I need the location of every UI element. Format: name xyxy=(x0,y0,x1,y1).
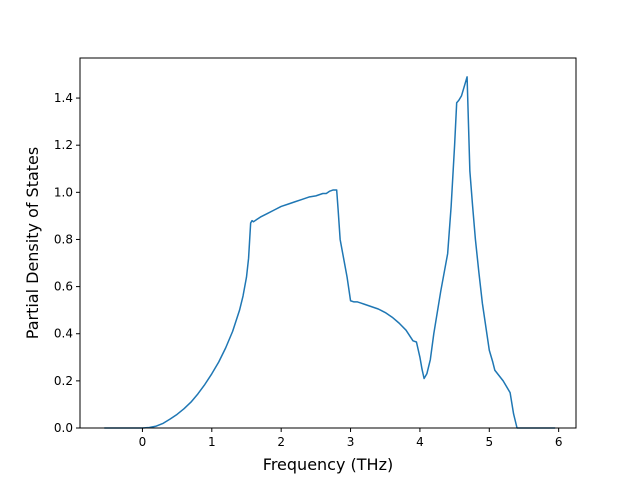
x-tick-label: 6 xyxy=(555,435,563,449)
x-tick-label: 3 xyxy=(347,435,355,449)
x-tick-label: 4 xyxy=(416,435,424,449)
y-axis-title: Partial Density of States xyxy=(23,147,42,339)
y-tick-label: 1.4 xyxy=(54,91,73,105)
y-tick-label: 0.4 xyxy=(54,327,73,341)
x-tick-label: 5 xyxy=(485,435,493,449)
series-layer xyxy=(104,76,556,429)
y-tick-label: 1.0 xyxy=(54,185,73,199)
plot-frame xyxy=(79,57,577,429)
x-tick-label: 0 xyxy=(139,435,147,449)
y-tick-label: 0.2 xyxy=(54,374,73,388)
y-tick-label: 1.2 xyxy=(54,138,73,152)
x-tick-label: 2 xyxy=(277,435,285,449)
series-line-0 xyxy=(104,76,556,429)
y-tick-label: 0.0 xyxy=(54,421,73,435)
y-tick-label: 0.8 xyxy=(54,232,73,246)
x-axis-title: Frequency (THz) xyxy=(263,455,393,474)
ticks-layer: 0 1 2 3 4 5 6 0.0 0.2 0.4 0.6 0.8 1.0 1.2 1.4 xyxy=(54,91,563,449)
y-tick-label: 0.6 xyxy=(54,280,73,294)
x-tick-label: 1 xyxy=(208,435,216,449)
